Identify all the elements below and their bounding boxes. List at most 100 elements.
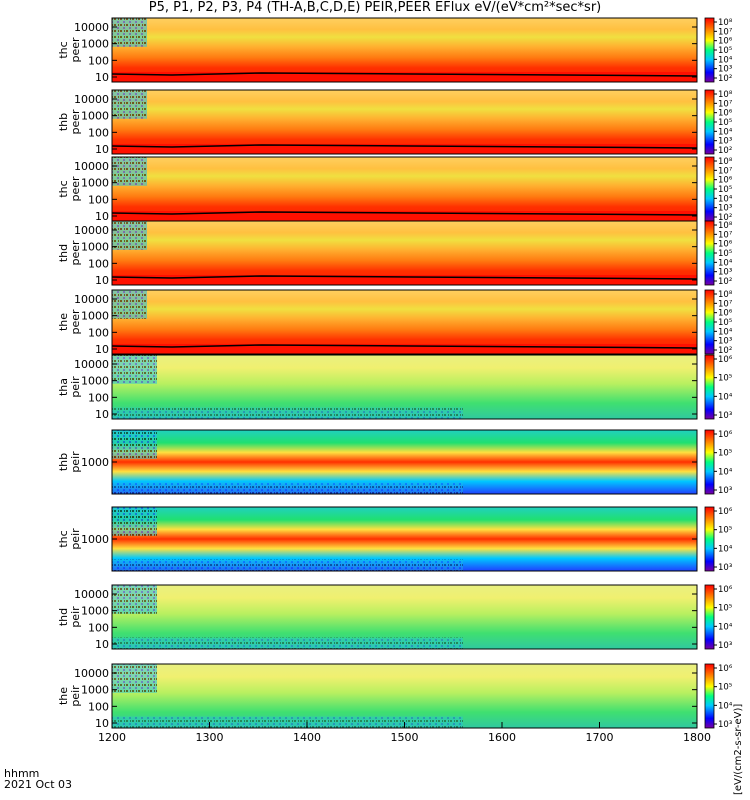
colorbar (704, 17, 715, 83)
panel-frame (111, 17, 698, 83)
sparse-data-region (112, 18, 147, 47)
y-axis-label: thcpeir (57, 528, 82, 550)
y-axis-label-line1: thc (57, 41, 70, 58)
y-axis-label-line2: peer (69, 37, 82, 63)
colorbar-tick-label: 10⁸ (718, 290, 733, 300)
y-tick-label: 10000 (74, 93, 109, 106)
colorbar-tick-label: 10⁵ (718, 604, 732, 614)
panel-9: 10 100 1000 10000 thdpeir 10³ 10⁴ 10⁵ 10⁶ (57, 584, 733, 651)
spacecraft-potential-line (111, 144, 698, 149)
colorbar-tick-label: 10⁶ (718, 37, 733, 47)
sparse-data-region (112, 290, 147, 319)
y-tick-label: 1000 (81, 110, 109, 123)
spacecraft-potential-line (111, 211, 698, 216)
colorbar (704, 220, 715, 286)
panel-frame (111, 289, 698, 355)
y-axis-label-line2: peer (69, 309, 82, 335)
y-axis-label-line2: peer (69, 176, 82, 202)
colorbar-tick-label: 10³ (718, 65, 732, 75)
noise-band (112, 716, 463, 728)
y-axis-label: thbpeir (57, 451, 82, 473)
y-axis-label: thdpeir (57, 606, 82, 628)
sparse-data-region (112, 664, 157, 693)
colorbar-tick-label: 10² (718, 213, 732, 223)
panel-frame (111, 354, 698, 420)
noise-band (112, 407, 463, 419)
colorbar-tick-label: 10⁶ (718, 176, 733, 186)
y-tick-label: 100 (88, 326, 109, 339)
x-tick-label: 1800 (683, 731, 711, 744)
colorbar-tick-label: 10⁴ (718, 55, 733, 65)
time-label: hhmm (4, 767, 40, 780)
y-axis-label-line1: thd (57, 608, 70, 626)
colorbar-tick-label: 10⁶ (718, 109, 733, 119)
spacecraft-potential-line (111, 72, 698, 77)
colorbar-tick-label: 10⁵ (718, 249, 732, 259)
colorbar-tick-label: 10⁶ (718, 240, 733, 250)
y-tick-label: 10 (95, 638, 109, 651)
colorbar-tick-label: 10⁸ (718, 221, 733, 231)
y-axis-label: thcpeer (57, 176, 82, 202)
y-axis-label-line2: peer (69, 240, 82, 266)
colorbar-tick-label: 10⁴ (718, 392, 733, 402)
colorbar-tick-label: 10⁸ (718, 157, 733, 167)
colorbar-tick-label: 10⁵ (718, 118, 732, 128)
y-tick-label: 1000 (81, 38, 109, 51)
low-energy-band (112, 72, 697, 82)
colorbar-tick-label: 10⁷ (718, 230, 733, 240)
y-axis-label-line1: thb (57, 453, 70, 471)
colorbar-tick-label: 10⁴ (718, 467, 733, 477)
y-tick-label: 1000 (81, 456, 109, 469)
colorbar-tick-label: 10³ (718, 137, 732, 147)
colorbar-tick-label: 10⁵ (718, 185, 732, 195)
colorbar-tick-label: 10⁴ (718, 622, 733, 632)
y-axis-label-line1: the (57, 313, 70, 331)
y-axis-label-line1: thd (57, 244, 70, 262)
colorbar (704, 429, 715, 495)
y-tick-label: 1000 (81, 310, 109, 323)
x-tick-label: 1600 (488, 731, 516, 744)
colorbar-units: [eV/(cm2-s-sr-eV)] (733, 703, 744, 795)
x-tick-label: 1500 (391, 731, 419, 744)
noise-band (112, 637, 463, 649)
colorbar-tick-label: 10³ (718, 204, 732, 214)
colorbar-tick-label: 10⁷ (718, 299, 733, 309)
colorbar-tick-label: 10⁵ (718, 449, 732, 459)
colorbar-tick-label: 10⁸ (718, 90, 733, 100)
sparse-data-region (112, 221, 147, 250)
colorbar-tick-label: 10⁷ (718, 99, 733, 109)
y-tick-label: 1000 (81, 375, 109, 388)
y-axis-label: thepeer (57, 309, 82, 335)
colorbar-tick-label: 10⁷ (718, 27, 733, 37)
y-axis-label-line2: peir (69, 528, 82, 550)
colorbar-tick-label: 10⁴ (718, 194, 733, 204)
y-tick-label: 1000 (81, 177, 109, 190)
y-axis-label-line1: the (57, 687, 70, 705)
y-tick-label: 10 (95, 274, 109, 287)
y-tick-label: 10 (95, 71, 109, 84)
y-axis-label-line1: thc (57, 530, 70, 547)
y-tick-label: 1000 (81, 533, 109, 546)
colorbar-tick-label: 10⁵ (718, 374, 732, 384)
low-energy-band (112, 344, 697, 354)
sparse-data-region (112, 90, 147, 119)
date-label: 2021 Oct 03 (4, 778, 73, 791)
plot-title: P5, P1, P2, P3, P4 (TH-A,B,C,D,E) PEIR,P… (148, 0, 602, 15)
y-axis-label: thbpeer (57, 109, 82, 135)
y-tick-label: 10000 (74, 667, 109, 680)
spacecraft-potential-line (111, 344, 698, 349)
colorbar-tick-label: 10³ (718, 720, 732, 730)
x-tick-label: 1400 (293, 731, 321, 744)
colorbar-tick-label: 10⁵ (718, 683, 732, 693)
colorbar-tick-label: 10³ (718, 268, 732, 278)
y-tick-label: 10 (95, 210, 109, 223)
y-tick-label: 10000 (74, 21, 109, 34)
colorbar-tick-label: 10⁶ (718, 507, 733, 517)
y-tick-label: 100 (88, 391, 109, 404)
colorbar-tick-label: 10² (718, 346, 732, 356)
noise-band (112, 559, 463, 571)
panel-5: 10 100 1000 10000 thepeer 10²10³10⁴10⁵10⁶10⁷1… (57, 289, 733, 356)
y-tick-label: 100 (88, 54, 109, 67)
